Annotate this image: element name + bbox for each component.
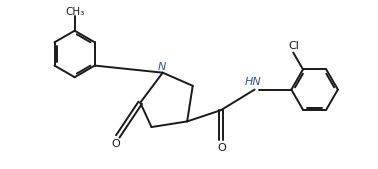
Text: Cl: Cl bbox=[288, 41, 299, 51]
Text: CH₃: CH₃ bbox=[65, 7, 84, 17]
Text: HN: HN bbox=[244, 77, 261, 87]
Text: O: O bbox=[217, 143, 226, 153]
Text: N: N bbox=[158, 62, 166, 72]
Text: O: O bbox=[112, 139, 120, 149]
